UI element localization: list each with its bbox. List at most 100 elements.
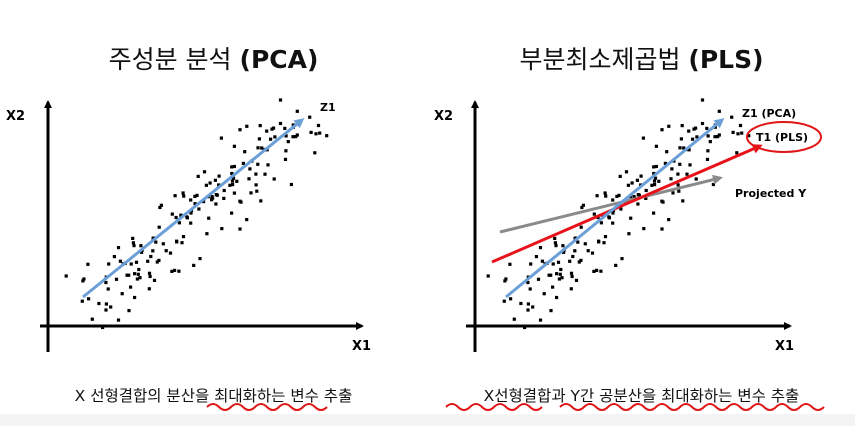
data-point (232, 191, 236, 195)
data-point (695, 135, 699, 139)
data-point (177, 221, 181, 225)
data-point (202, 200, 206, 204)
data-point (158, 205, 162, 210)
pls-underline-annotation-2 (559, 403, 825, 411)
data-point (120, 292, 124, 296)
data-point (654, 164, 658, 169)
data-point (660, 227, 664, 231)
data-point (644, 196, 648, 200)
data-point (90, 317, 94, 321)
data-point (259, 199, 263, 203)
data-point (294, 135, 298, 139)
data-point (270, 127, 274, 131)
data-point (173, 268, 177, 272)
pca-z1-label: Z1 (320, 101, 336, 114)
data-point (208, 181, 212, 185)
data-point (680, 124, 684, 128)
data-point (133, 272, 137, 276)
data-point (619, 207, 623, 211)
data-point (80, 299, 84, 303)
data-point (547, 273, 551, 277)
data-point (599, 269, 603, 273)
data-point (509, 297, 513, 301)
data-point (116, 246, 121, 250)
data-point (553, 236, 557, 240)
data-point (599, 221, 603, 225)
data-point (265, 129, 269, 133)
data-point (182, 194, 186, 198)
data-point (502, 299, 506, 303)
data-point (241, 161, 245, 165)
pls-t1-label: T1 (PLS) (756, 131, 808, 144)
data-point (205, 232, 209, 236)
data-point (118, 259, 122, 263)
data-point (220, 227, 224, 231)
data-point (129, 262, 133, 266)
data-point (667, 218, 671, 222)
data-point (104, 280, 108, 285)
data-point (670, 167, 674, 171)
data-point (245, 218, 249, 222)
data-point (731, 130, 735, 134)
data-point (678, 162, 682, 166)
data-point (318, 131, 322, 135)
data-point (678, 146, 682, 150)
data-point (198, 257, 202, 261)
data-point (228, 183, 232, 187)
data-point (747, 134, 751, 138)
data-point (266, 163, 270, 167)
data-point (652, 171, 656, 176)
data-point (738, 123, 743, 128)
pls-scatter-plot: X2 X1 Z1 (PCA) T1 (PLS) Projected Y (434, 98, 822, 354)
data-point (626, 183, 630, 187)
data-point (569, 287, 573, 291)
data-point (630, 181, 634, 185)
data-point (538, 246, 543, 250)
data-point (133, 295, 137, 300)
data-point (529, 262, 533, 266)
data-point (660, 128, 664, 132)
data-point (713, 135, 717, 139)
data-point (586, 249, 590, 253)
pca-scatter-plot: X2 X1 Z1 (6, 98, 371, 354)
pca-y-axis-label: X2 (6, 109, 25, 124)
data-point (243, 150, 247, 154)
data-point (554, 244, 558, 248)
data-point (653, 183, 657, 187)
data-point (504, 277, 508, 281)
data-point (161, 242, 165, 246)
data-point (140, 250, 144, 254)
data-point (592, 269, 596, 273)
pls-y-axis-label: X2 (434, 109, 453, 124)
data-point (189, 211, 193, 215)
data-point (574, 278, 579, 282)
data-point (272, 177, 276, 181)
data-point (207, 216, 211, 220)
data-point (136, 272, 140, 276)
data-point (604, 194, 608, 198)
data-point (217, 183, 221, 187)
data-point (230, 171, 234, 176)
data-point (711, 182, 715, 187)
data-point (691, 137, 695, 141)
data-point (519, 301, 523, 306)
data-point (639, 174, 643, 178)
data-point (581, 203, 585, 207)
data-point (177, 269, 181, 273)
data-point (706, 134, 710, 138)
data-point (232, 144, 236, 148)
data-point (157, 225, 161, 229)
data-point (217, 174, 221, 178)
data-point (152, 278, 157, 282)
data-point (558, 272, 562, 276)
data-point (189, 198, 193, 202)
data-point (238, 227, 242, 231)
data-point (214, 202, 218, 206)
data-point (213, 178, 217, 182)
data-point (660, 199, 664, 203)
data-point (551, 262, 555, 266)
data-point (603, 191, 607, 195)
data-point (238, 128, 242, 132)
data-point (740, 131, 744, 135)
data-point (602, 241, 606, 245)
